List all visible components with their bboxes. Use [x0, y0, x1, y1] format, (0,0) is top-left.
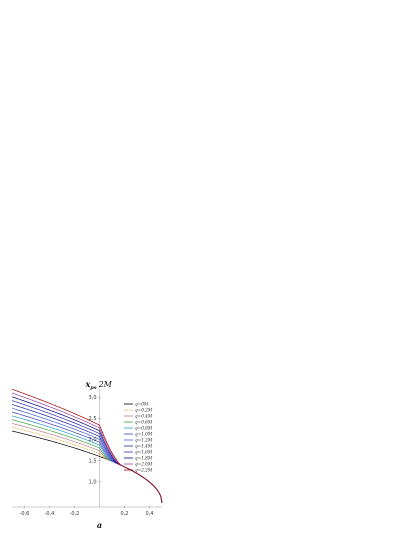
legend-entry: q=0M — [135, 402, 149, 407]
y-tick-label: 1,5 — [89, 458, 97, 464]
series-line — [11, 388, 163, 503]
legend-entry: q=1.0M — [135, 432, 153, 437]
legend-entry: q=0.4M — [135, 414, 153, 419]
y-tick-label: 3,0 — [89, 395, 97, 401]
legend-entry: q=1.6M — [135, 450, 153, 455]
series-line — [11, 426, 163, 503]
x-axis-label: a — [97, 520, 102, 530]
y-tick-label: 1,0 — [89, 479, 97, 485]
legend-entry: q=1.8M — [135, 456, 153, 461]
legend-entry: q=2.2M — [135, 468, 153, 473]
axis-titles: a xps 2M — [85, 379, 113, 530]
legend-entry: q=0.2M — [135, 408, 153, 413]
legend-entry: q=1.4M — [135, 444, 153, 449]
y-axis-label-suffix: 2M — [98, 380, 113, 389]
legend: q=0Mq=0.2Mq=0.4Mq=0.6Mq=0.8Mq=1.0Mq=1.2M… — [124, 402, 153, 473]
legend-entry: q=1.2M — [135, 438, 153, 443]
legend-entry: q=2.0M — [135, 462, 153, 467]
x-tick-label: -0,2 — [70, 511, 80, 517]
y-axis-label: xps 2M — [85, 379, 113, 391]
y-axis-label-main: x — [85, 379, 91, 389]
y-tick-label: 2,5 — [89, 416, 97, 422]
tick-labels: 1,0 1,5 2,0 2,5 3,0 -0,6 -0,4 -0,2 0,2 0,4 — [20, 395, 154, 517]
x-tick-label: -0,6 — [20, 511, 30, 517]
x-tick-label: 0,4 — [146, 511, 154, 517]
legend-entry: q=0.6M — [135, 420, 153, 425]
y-axis-label-sub: ps — [90, 385, 96, 391]
curves — [11, 388, 163, 503]
legend-entry: q=0.8M — [135, 426, 153, 431]
x-tick-label: -0,4 — [45, 511, 55, 517]
x-tick-label: 0,2 — [121, 511, 129, 517]
y-tick-label: 2,0 — [89, 437, 97, 443]
